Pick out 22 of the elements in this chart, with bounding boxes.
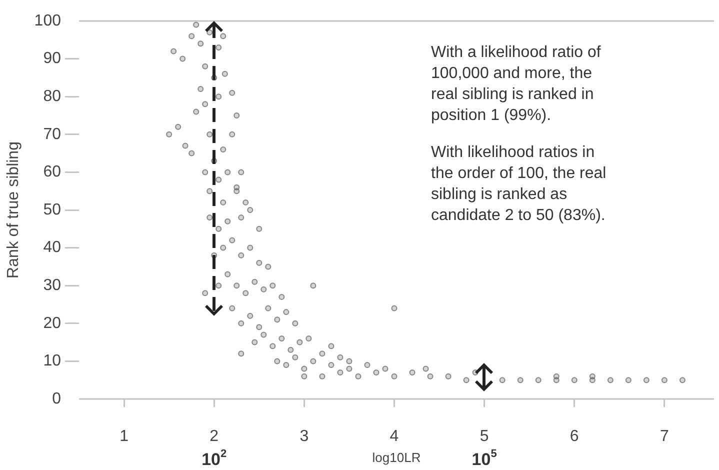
y-tick-label: 40 <box>43 239 62 256</box>
x-tick-label: 5 <box>480 428 489 446</box>
x-tick-label: 4 <box>390 428 399 446</box>
x-axis-title: log10LR <box>372 450 421 465</box>
y-tick-label: 100 <box>34 12 62 30</box>
x-tick-label: 3 <box>300 428 309 446</box>
y-tick-label: 50 <box>43 201 62 218</box>
y-axis-title: Rank of true sibling <box>5 142 22 278</box>
y-tick-label: 30 <box>43 277 62 294</box>
y-tick-label: 80 <box>43 88 62 106</box>
x-tick-label: 7 <box>660 428 670 446</box>
x-tick-label: 6 <box>570 428 579 446</box>
annotation: With likelihood ratios in the order of 100, the real sibling is ranked as candidate 2 to 50 (83%). <box>431 144 606 224</box>
annotation: With a likelihood ratio of 100,000 and more, the real sibling is ranked in position 1 (99%). <box>431 44 602 124</box>
y-tick-label: 20 <box>43 314 62 332</box>
x-tick-label: 2 <box>210 428 219 446</box>
y-tick-label: 90 <box>43 50 62 68</box>
y-tick-label: 70 <box>43 126 62 143</box>
y-tick-label: 0 <box>52 390 62 408</box>
x-tick-label: 1 <box>120 428 129 446</box>
y-tick-label: 10 <box>43 352 62 370</box>
y-tick-label: 60 <box>43 164 62 181</box>
